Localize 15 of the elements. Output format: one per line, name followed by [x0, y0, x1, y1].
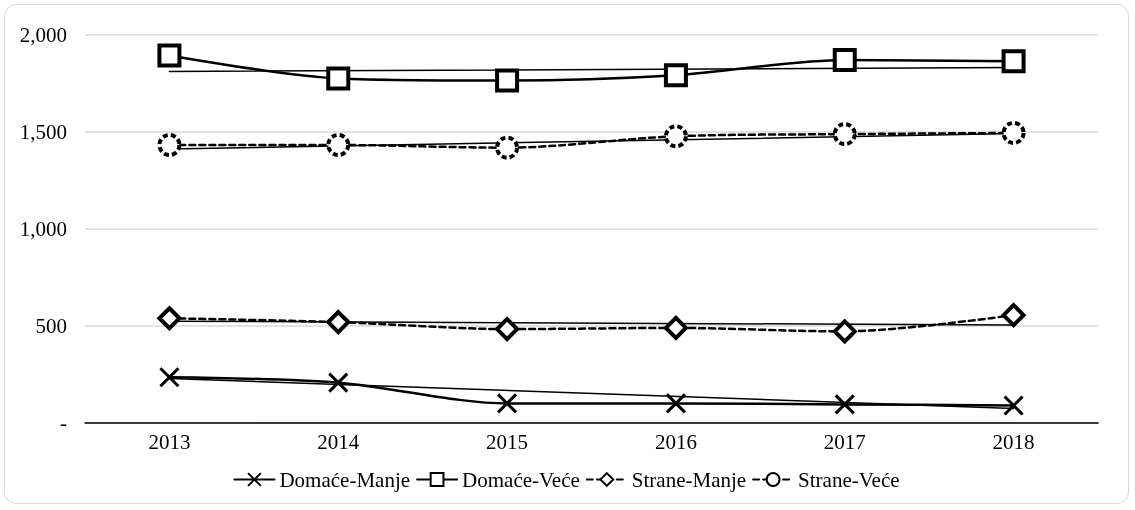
y-tick-label: 500: [35, 314, 67, 338]
x-tick-label: 2016: [654, 429, 697, 454]
legend-label: Domaće-Manje: [279, 467, 411, 492]
y-tick-label: -: [60, 411, 67, 435]
x-tick-label: 2013: [148, 429, 191, 454]
x-tick-label: 2015: [486, 429, 529, 454]
y-tick-label: 2,000: [19, 23, 67, 47]
legend-label: Domaće-Veće: [462, 467, 580, 492]
y-tick-label: 1,500: [19, 120, 67, 144]
x-tick-label: 2014: [317, 429, 360, 454]
legend-label: Strane-Veće: [798, 467, 900, 492]
y-tick-label: 1,000: [19, 217, 67, 241]
legend-label: Strane-Manje: [631, 467, 747, 492]
x-tick-label: 2017: [823, 429, 866, 454]
x-tick-label: 2018: [992, 429, 1035, 454]
